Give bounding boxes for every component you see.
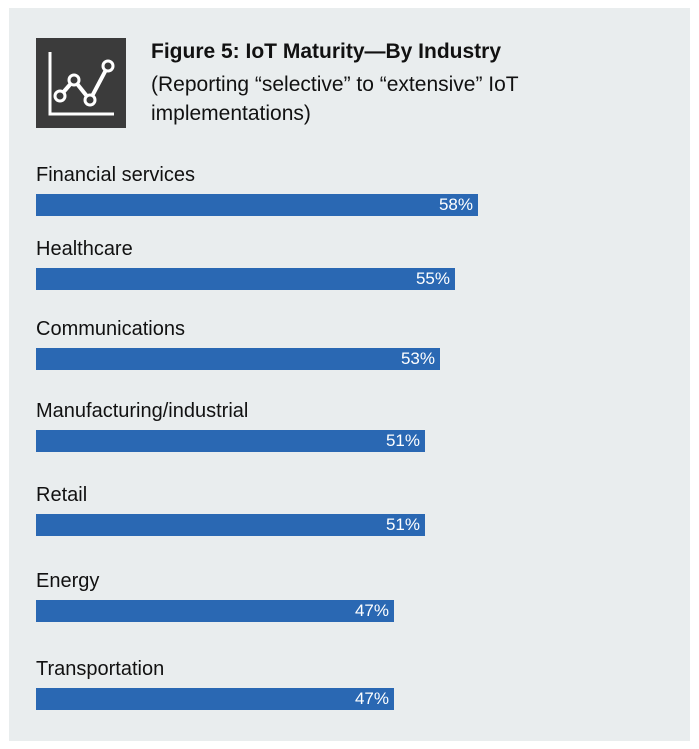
- category-label: Healthcare: [36, 238, 133, 260]
- bar-value-label: 51%: [385, 515, 420, 534]
- bar-value-label: 51%: [385, 431, 420, 450]
- bar: 53%: [36, 348, 440, 370]
- line-chart-icon: [36, 38, 126, 128]
- bar: 47%: [36, 688, 394, 710]
- category-label: Manufacturing/industrial: [36, 400, 249, 422]
- category-label: Communications: [36, 318, 185, 340]
- bar-value-label: 47%: [354, 689, 389, 708]
- category-label: Energy: [36, 570, 100, 592]
- chart-subtitle: (Reporting “selective” to “extensive” Io…: [151, 73, 519, 125]
- category-label: Retail: [36, 484, 88, 506]
- bar: 47%: [36, 600, 394, 622]
- bar: 51%: [36, 430, 425, 452]
- bar: 51%: [36, 514, 425, 536]
- bar-value-label: 55%: [415, 269, 450, 288]
- chart-title: Figure 5: IoT Maturity—By Industry: [151, 40, 502, 63]
- bar-value-label: 58%: [438, 195, 473, 214]
- category-label: Transportation: [36, 658, 165, 680]
- bar-value-label: 53%: [400, 349, 435, 368]
- bar-value-label: 47%: [354, 601, 389, 620]
- category-label: Financial services: [36, 164, 195, 186]
- bar: 55%: [36, 268, 455, 290]
- bar: 58%: [36, 194, 478, 216]
